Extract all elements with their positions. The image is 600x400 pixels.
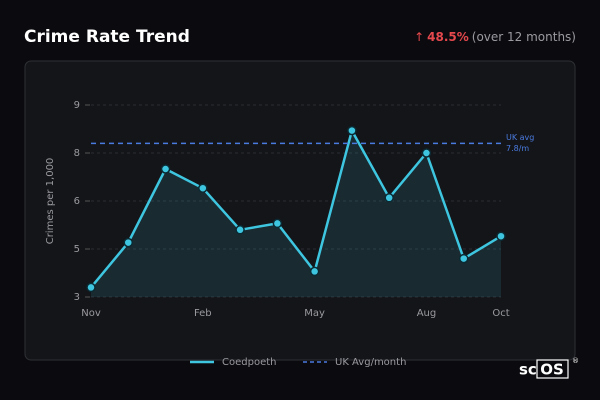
x-tick-label: May xyxy=(304,308,325,319)
brand-boxed: OS xyxy=(540,361,564,379)
point xyxy=(421,148,432,158)
y-tick-label: 5 xyxy=(74,244,80,255)
point xyxy=(496,231,506,241)
point xyxy=(198,183,208,193)
point xyxy=(458,253,469,264)
plot: 3 5 6 8 9 Crimes per 1,000 Nov Feb May Aug Oct UK a… xyxy=(45,100,534,368)
x-tick-label: Oct xyxy=(492,308,509,319)
point xyxy=(272,218,283,229)
chart-card xyxy=(24,60,576,361)
y-tick-label: 8 xyxy=(74,148,80,159)
page-title: Crime Rate Trend xyxy=(24,27,190,47)
point xyxy=(160,164,171,174)
y-tick-label: 6 xyxy=(74,196,80,207)
x-tick-label: Nov xyxy=(81,308,101,319)
brand-mark: ® xyxy=(572,357,579,365)
point xyxy=(86,282,96,293)
x-tick-label: Feb xyxy=(194,308,212,319)
point xyxy=(309,266,320,277)
point xyxy=(347,125,357,136)
reference-label: UK avg xyxy=(506,133,534,142)
y-axis-label: Crimes per 1,000 xyxy=(45,158,56,245)
brand-left: sc xyxy=(519,361,537,379)
x-tick-label: Aug xyxy=(417,308,437,319)
change-arrow: ↑ xyxy=(414,30,424,44)
legend-label: Coedpoeth xyxy=(222,357,276,368)
change-value: 48.5% xyxy=(427,30,469,44)
y-tick-label: 9 xyxy=(74,100,80,111)
change-summary: ↑ 48.5% (over 12 months) xyxy=(414,30,576,44)
change-period: (over 12 months) xyxy=(472,30,576,44)
legend-label: UK Avg/month xyxy=(335,357,406,368)
y-tick-label: 3 xyxy=(74,292,80,303)
point xyxy=(384,193,394,203)
point xyxy=(123,237,134,248)
reference-value-label: 7.8/m xyxy=(506,144,529,153)
area xyxy=(91,130,501,297)
line xyxy=(90,129,502,289)
point xyxy=(235,225,245,235)
brand-box xyxy=(536,359,569,379)
